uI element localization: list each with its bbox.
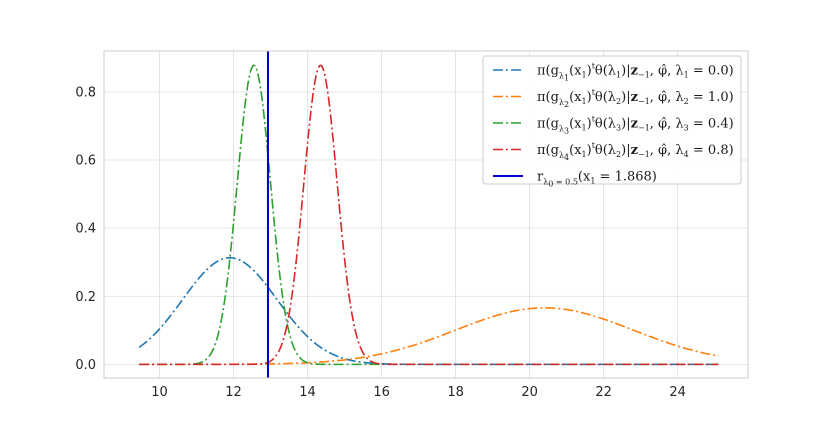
x-tick-label: 14 bbox=[299, 385, 316, 400]
y-tick-label: 0.4 bbox=[75, 222, 96, 237]
x-tick-labels: 10 12 14 16 18 20 22 24 bbox=[151, 385, 686, 400]
y-tick-label: 0.2 bbox=[75, 290, 96, 305]
legend-box bbox=[482, 55, 742, 185]
x-tick-label: 12 bbox=[225, 385, 242, 400]
legend-label: π(gλ4(x1)tθ(λ2)|z−1, φ̂, λ4 = 0.8) bbox=[537, 141, 734, 162]
x-tick-label: 16 bbox=[373, 385, 390, 400]
y-tick-label: 0.6 bbox=[75, 154, 96, 169]
x-tick-label: 22 bbox=[595, 385, 612, 400]
legend: π(gλ1(x1)tθ(λ1)|z−1, φ̂, λ1 = 0.0) π(gλ2(… bbox=[482, 55, 742, 189]
x-tick-label: 18 bbox=[447, 385, 464, 400]
x-tick-label: 20 bbox=[521, 385, 538, 400]
legend-label: π(gλ2(x1)tθ(λ2)|z−1, φ̂, λ2 = 1.0) bbox=[537, 88, 734, 109]
plot-frame bbox=[103, 50, 749, 379]
x-tick-label: 24 bbox=[669, 385, 686, 400]
legend-label: π(gλ3(x1)tθ(λ3)|z−1, φ̂, λ3 = 0.4) bbox=[537, 115, 734, 136]
x-tick-label: 10 bbox=[151, 385, 168, 400]
y-tick-label: 0.0 bbox=[75, 358, 96, 373]
series-layer bbox=[138, 51, 719, 378]
y-tick-label: 0.8 bbox=[75, 85, 96, 100]
legend-label: rλ0 = 0.5(x1 = 1.868) bbox=[537, 170, 657, 189]
legend-label: π(gλ1(x1)tθ(λ1)|z−1, φ̂, λ1 = 0.0) bbox=[537, 62, 734, 83]
y-tick-labels: 0.0 0.2 0.4 0.6 0.8 bbox=[75, 85, 96, 373]
series-line-4 bbox=[139, 64, 719, 366]
